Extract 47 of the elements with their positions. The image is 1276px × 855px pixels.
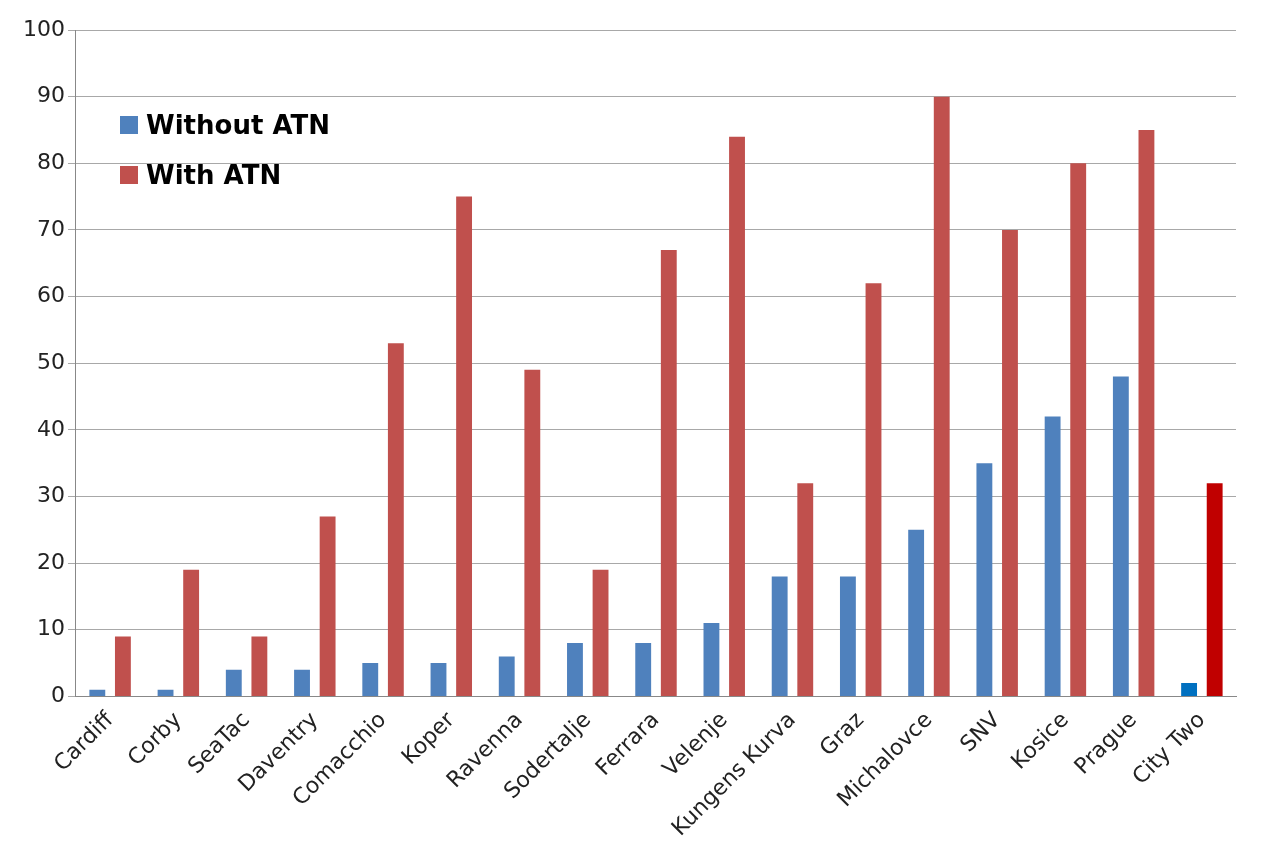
bar [1181,683,1198,696]
bar [703,623,720,696]
y-tick-label: 90 [36,82,65,108]
y-tick-label: 70 [36,215,65,241]
bar [771,576,788,696]
bar [567,643,583,696]
bar [251,636,268,696]
bar [225,669,242,696]
legend-label: With ATN [146,160,282,190]
bar [362,663,379,696]
bar [976,463,993,696]
bar [1138,129,1155,696]
bar [1002,229,1018,696]
bar [498,656,515,696]
y-tick-label: 40 [36,415,65,441]
bar [319,516,336,696]
bar [729,136,745,696]
bar [430,663,447,696]
bar [1206,483,1223,696]
bar [839,576,856,696]
y-tick-label: 60 [36,282,65,308]
bar [183,569,200,696]
bar [1070,163,1087,696]
bar [524,369,541,696]
bar [456,196,473,696]
bar [1044,416,1061,696]
y-tick-label: 10 [36,615,65,641]
y-tick-label: 50 [36,348,65,374]
y-tick-label: 30 [36,482,65,508]
bar [89,689,106,696]
bar [592,569,609,696]
bar [387,343,404,696]
bar [635,643,652,696]
bar [908,529,925,696]
y-tick-label: 80 [36,149,65,174]
bar [865,283,882,696]
bar [660,249,677,696]
bar [1112,376,1129,696]
y-tick-label: 100 [22,15,65,41]
bar [294,669,310,696]
y-tick-label: 0 [50,682,65,708]
bar [933,96,950,696]
bar [157,689,174,696]
bar [797,483,814,696]
legend-label: Without ATN [146,110,330,140]
y-tick-label: 20 [36,548,65,574]
bar [114,636,131,696]
